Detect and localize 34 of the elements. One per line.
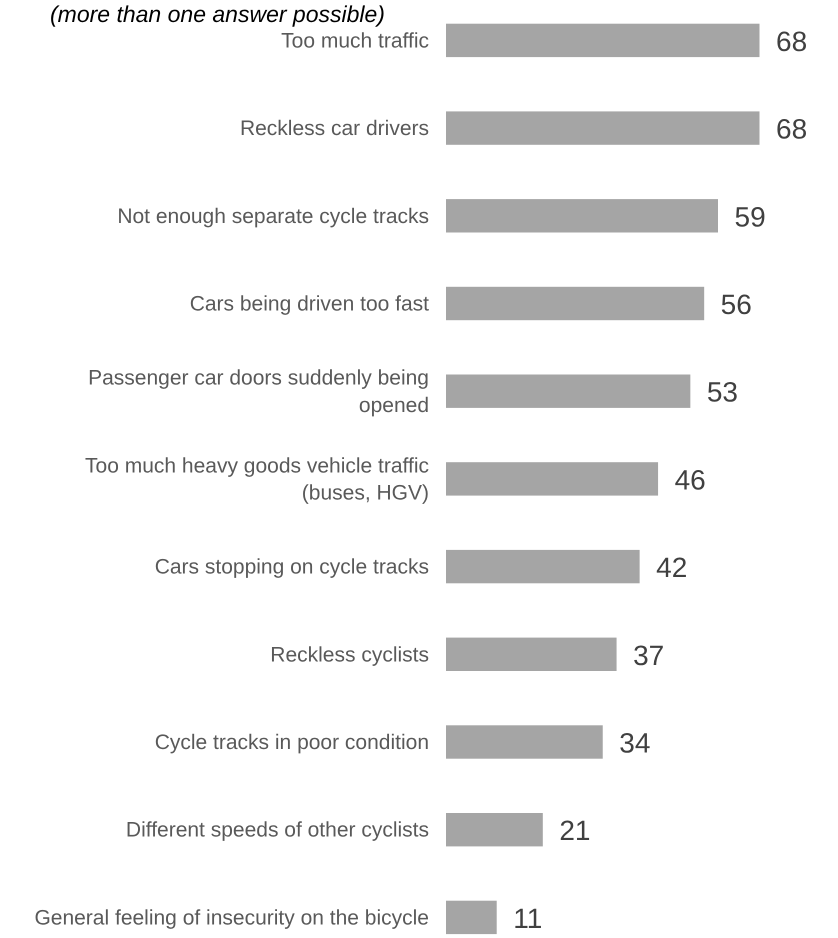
bar	[446, 900, 497, 934]
data-label: 56	[720, 289, 752, 320]
data-label: 34	[619, 728, 650, 758]
data-label: 42	[656, 552, 688, 584]
data-label: 21	[559, 815, 590, 846]
bar	[446, 638, 617, 671]
data-label: 68	[776, 26, 808, 57]
y-tick-label: Too much heavy goods vehicle traffic (buses, HGV)	[85, 454, 429, 504]
data-label: 46	[674, 464, 706, 496]
y-tick-label: Reckless cyclists	[270, 642, 429, 666]
bar	[446, 111, 760, 145]
bar	[446, 199, 718, 232]
data-label: 59	[734, 201, 766, 232]
data-label: 68	[776, 114, 808, 145]
data-label: 53	[706, 376, 738, 408]
data-label: 11	[513, 902, 542, 934]
text: (more than one answer possible)	[50, 1, 385, 27]
data-label: 37	[633, 640, 664, 671]
y-tick-label: Cars being driven too fast	[190, 292, 430, 315]
y-tick-label: Different speeds of other cyclists	[126, 818, 429, 842]
y-tick-label: Too much traffic	[281, 28, 429, 52]
y-tick-label: General feeling of insecurity on the bicycle	[34, 906, 429, 929]
bar	[446, 286, 704, 320]
bar	[446, 813, 543, 846]
y-tick-label: Not enough separate cycle tracks	[117, 204, 429, 228]
bar	[446, 725, 603, 759]
bar	[446, 24, 760, 58]
y-tick-label: Cycle tracks in poor condition	[154, 730, 429, 754]
bar	[446, 374, 690, 408]
y-tick-label: Reckless car drivers	[240, 116, 429, 140]
y-tick-label: Cars stopping on cycle tracks	[154, 555, 429, 578]
bar	[446, 462, 658, 496]
y-tick-label: Passenger car doors suddenly being opened	[88, 366, 429, 416]
bar	[446, 550, 640, 584]
